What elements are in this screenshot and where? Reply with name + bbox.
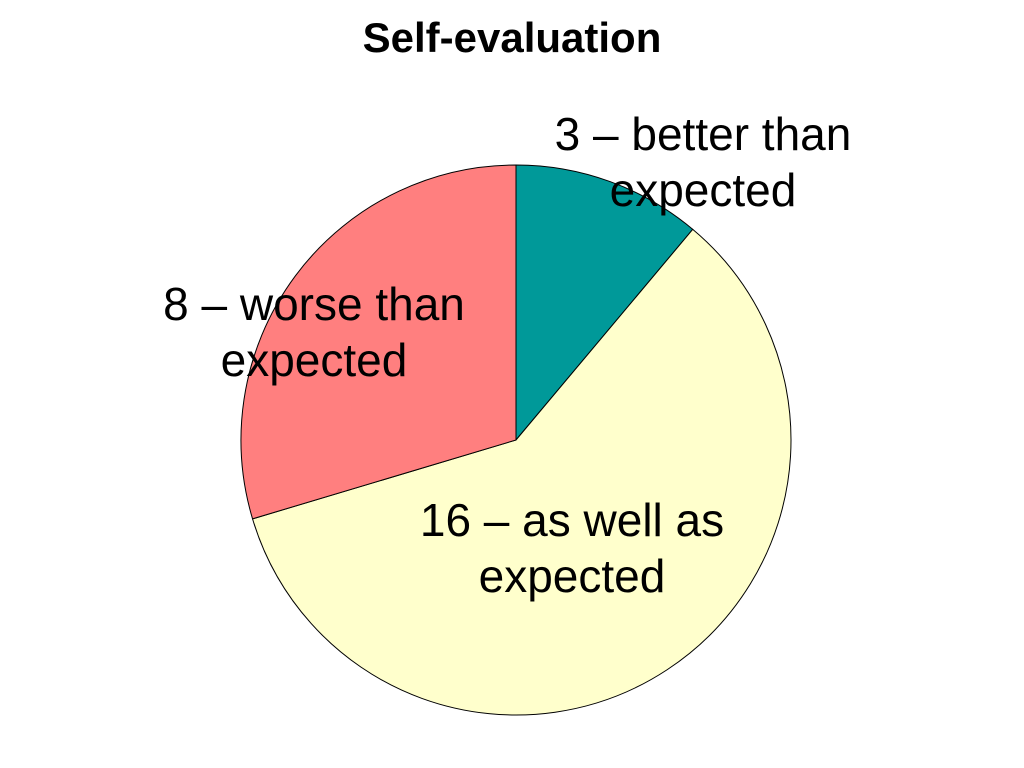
pie-slice <box>251 228 792 716</box>
chart-title: Self-evaluation <box>362 14 662 61</box>
pie-slice <box>240 164 517 520</box>
slice-label: 3 – better than expected <box>554 108 852 216</box>
pie-slice <box>515 164 694 442</box>
slice-label: 8 – worse than expected <box>163 278 465 386</box>
slice-label: 16 – as well as expected <box>419 494 725 602</box>
